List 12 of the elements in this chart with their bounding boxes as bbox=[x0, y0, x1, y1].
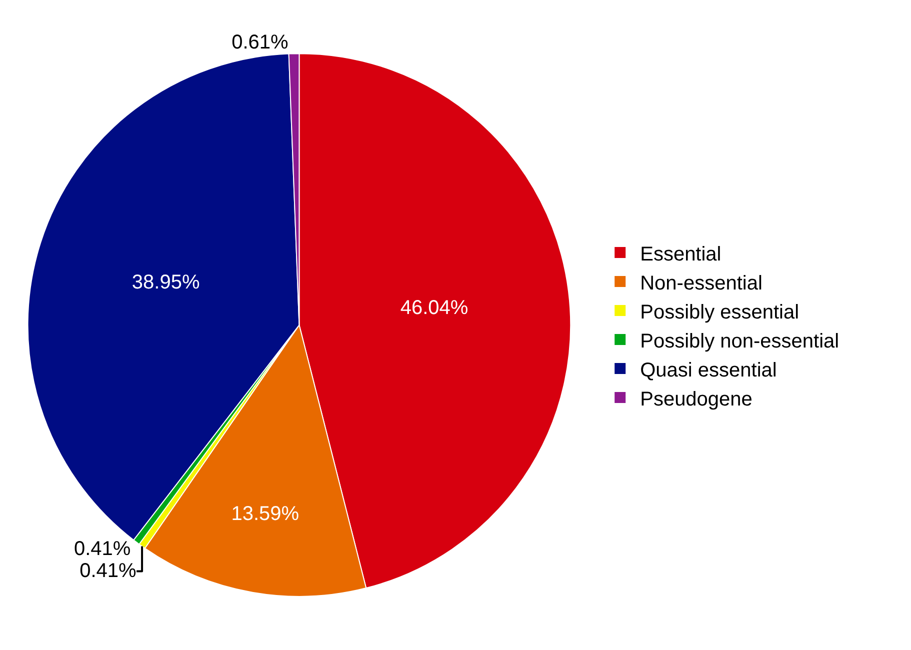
legend-label: Pseudogene bbox=[640, 388, 752, 410]
data-label: 0.61% bbox=[232, 32, 288, 54]
legend-label: Possibly non-essential bbox=[640, 330, 840, 352]
legend-label: Possibly essential bbox=[640, 301, 800, 324]
legend-label: Non-essential bbox=[640, 272, 762, 294]
data-label: 46.04% bbox=[400, 297, 468, 320]
legend-label: Essential bbox=[640, 243, 722, 266]
data-label: 0.41% bbox=[74, 538, 131, 560]
data-label: 38.95% bbox=[132, 271, 200, 294]
legend-label: Quasi essential bbox=[640, 359, 777, 382]
data-label: 0.41% bbox=[80, 560, 137, 582]
data-label: 13.59% bbox=[231, 502, 300, 525]
